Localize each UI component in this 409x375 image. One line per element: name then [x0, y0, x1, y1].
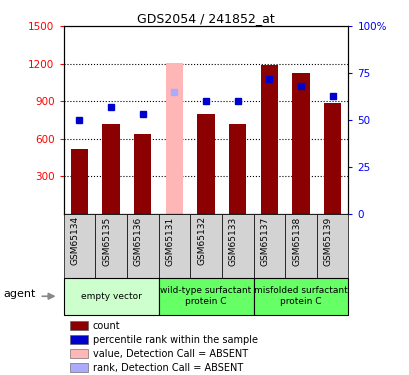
- Text: GSM65132: GSM65132: [197, 216, 205, 266]
- Text: GSM65131: GSM65131: [165, 216, 174, 266]
- Bar: [221, 214, 253, 278]
- Text: agent: agent: [3, 290, 36, 299]
- Bar: [323, 102, 341, 214]
- Text: wild-type surfactant
protein C: wild-type surfactant protein C: [160, 286, 251, 306]
- Bar: [228, 124, 246, 214]
- Bar: [70, 321, 88, 330]
- Bar: [197, 114, 214, 214]
- Text: GSM65133: GSM65133: [228, 216, 237, 266]
- Bar: [316, 214, 348, 278]
- Bar: [158, 214, 190, 278]
- Bar: [95, 214, 126, 278]
- Bar: [292, 72, 309, 214]
- Bar: [126, 214, 158, 278]
- Title: GDS2054 / 241852_at: GDS2054 / 241852_at: [137, 12, 274, 25]
- Text: GSM65137: GSM65137: [260, 216, 269, 266]
- Bar: [63, 214, 95, 278]
- Text: percentile rank within the sample: percentile rank within the sample: [93, 335, 257, 345]
- Text: GSM65136: GSM65136: [133, 216, 142, 266]
- Bar: [70, 363, 88, 372]
- Text: misfolded surfactant
protein C: misfolded surfactant protein C: [254, 286, 347, 306]
- Text: empty vector: empty vector: [81, 292, 141, 301]
- Bar: [165, 63, 183, 214]
- Text: value, Detection Call = ABSENT: value, Detection Call = ABSENT: [93, 349, 247, 359]
- Bar: [158, 278, 253, 315]
- Text: rank, Detection Call = ABSENT: rank, Detection Call = ABSENT: [93, 363, 243, 373]
- Bar: [134, 134, 151, 214]
- Bar: [63, 278, 158, 315]
- Bar: [190, 214, 221, 278]
- Text: GSM65135: GSM65135: [102, 216, 111, 266]
- Text: GSM65138: GSM65138: [291, 216, 300, 266]
- Bar: [285, 214, 316, 278]
- Bar: [70, 149, 88, 214]
- Bar: [253, 278, 348, 315]
- Text: GSM65139: GSM65139: [323, 216, 332, 266]
- Text: count: count: [93, 321, 120, 331]
- Text: GSM65134: GSM65134: [70, 216, 79, 266]
- Bar: [70, 350, 88, 358]
- Bar: [70, 335, 88, 344]
- Bar: [253, 214, 285, 278]
- Bar: [260, 65, 277, 214]
- Bar: [102, 124, 119, 214]
